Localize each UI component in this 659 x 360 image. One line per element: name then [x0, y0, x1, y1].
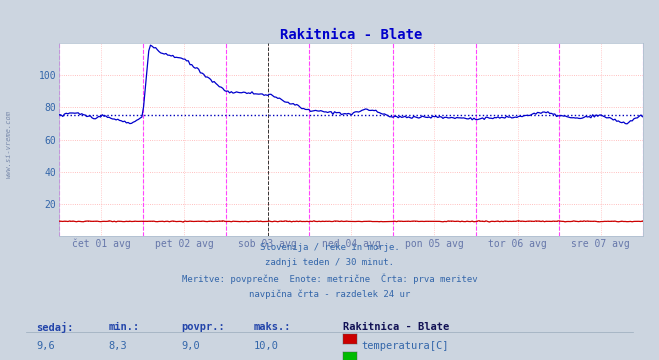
Text: 10,0: 10,0 [254, 341, 279, 351]
Text: 9,0: 9,0 [181, 341, 200, 351]
Text: www.si-vreme.com: www.si-vreme.com [5, 110, 12, 178]
Text: Rakitnica - Blate: Rakitnica - Blate [343, 322, 449, 332]
Text: maks.:: maks.: [254, 322, 291, 332]
Text: Meritve: povprečne  Enote: metrične  Črta: prva meritev: Meritve: povprečne Enote: metrične Črta:… [182, 274, 477, 284]
Text: 8,3: 8,3 [109, 341, 127, 351]
Text: sedaj:: sedaj: [36, 322, 74, 333]
Text: min.:: min.: [109, 322, 140, 332]
Text: Slovenija / reke in morje.: Slovenija / reke in morje. [260, 243, 399, 252]
Text: 9,6: 9,6 [36, 341, 55, 351]
Text: navpična črta - razdelek 24 ur: navpična črta - razdelek 24 ur [249, 289, 410, 299]
Text: zadnji teden / 30 minut.: zadnji teden / 30 minut. [265, 258, 394, 267]
Title: Rakitnica - Blate: Rakitnica - Blate [279, 28, 422, 42]
Text: povpr.:: povpr.: [181, 322, 225, 332]
Text: temperatura[C]: temperatura[C] [361, 341, 449, 351]
